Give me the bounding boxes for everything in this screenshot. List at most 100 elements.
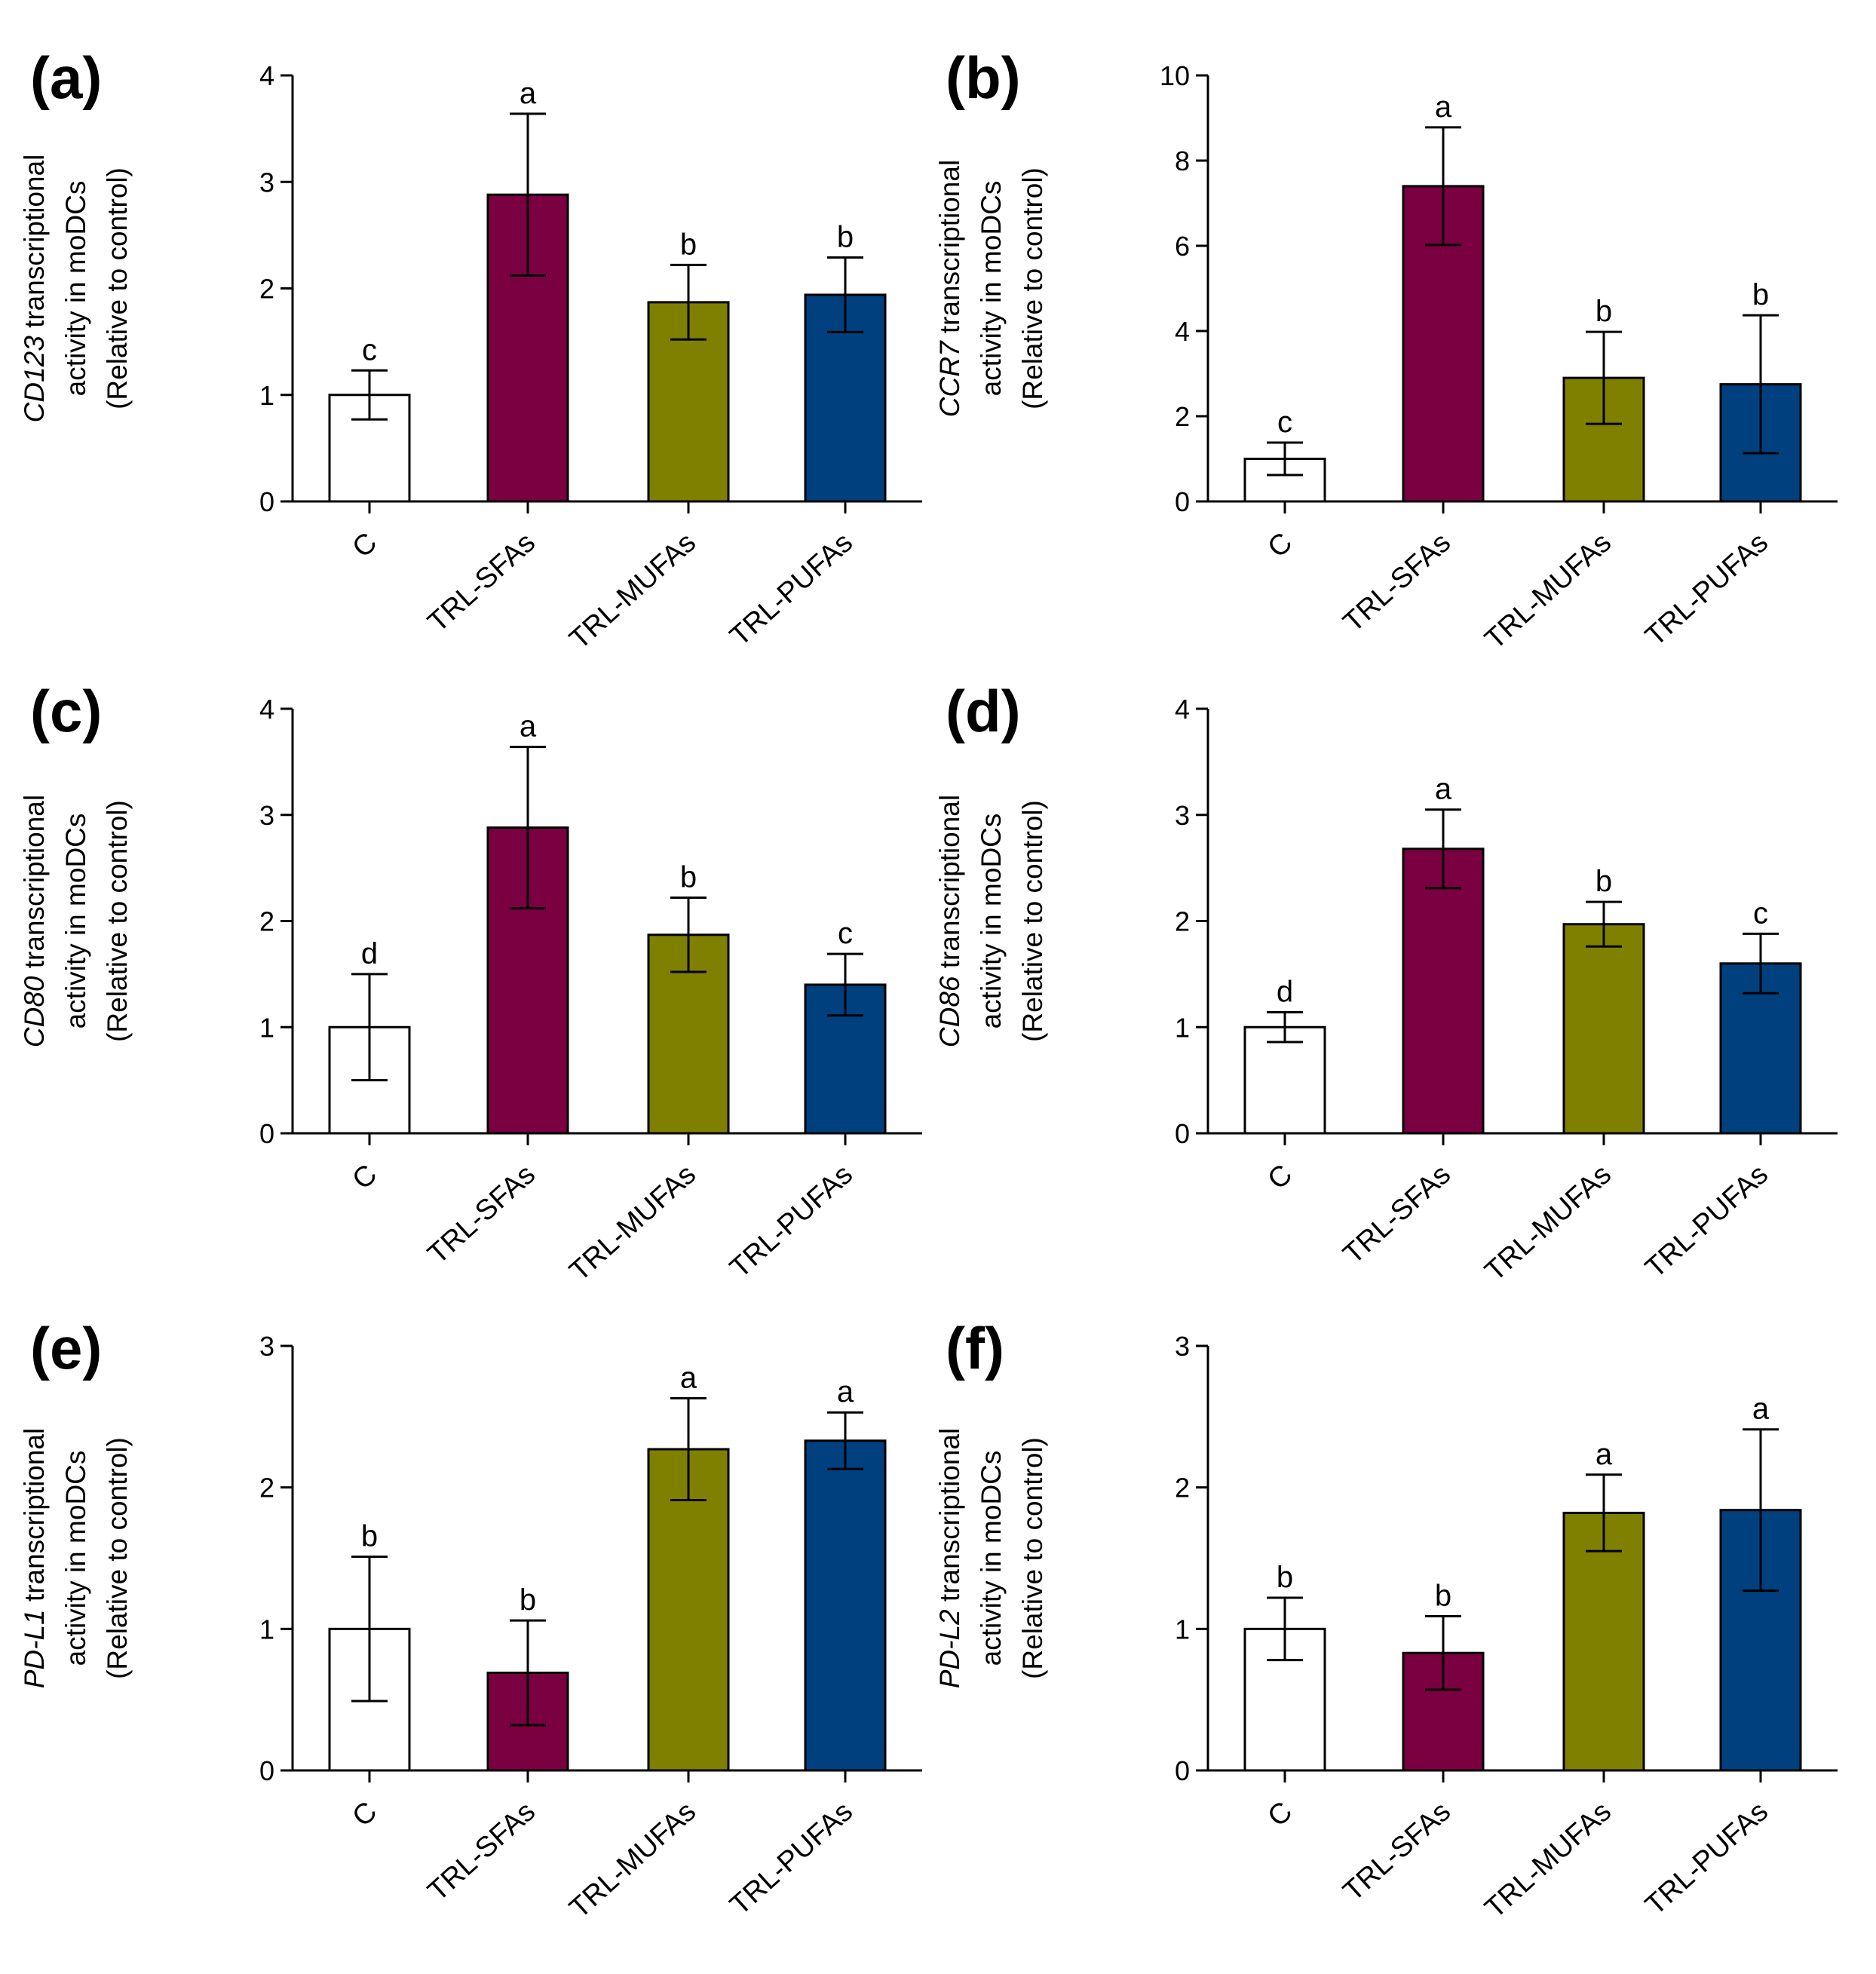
y-tick-label: 3 — [1175, 1331, 1190, 1362]
y-axis-label-text: transcriptional — [934, 160, 965, 342]
y-axis-label-text: transcriptional — [934, 1428, 965, 1610]
y-tick-label: 10 — [1160, 60, 1190, 91]
y-axis-label-line1: PD-L2 transcriptional — [934, 1428, 965, 1689]
bar-trl-pufas — [804, 293, 887, 503]
significance-letter: a — [1435, 90, 1452, 124]
panel-c: (c) CD80 transcriptional activity in moDCs… — [19, 678, 922, 1288]
significance-letter: b — [1596, 295, 1612, 328]
significance-letter: d — [1277, 976, 1293, 1009]
significance-letter: a — [520, 710, 537, 743]
significance-letter: d — [361, 937, 378, 970]
significance-letter: a — [1596, 1438, 1613, 1471]
significance-letter: a — [1752, 1393, 1770, 1426]
y-axis-label-line3: (Relative to control) — [1017, 167, 1048, 409]
y-axis-label-line3: (Relative to control) — [102, 167, 133, 409]
significance-letter: a — [680, 1361, 697, 1394]
y-tick-label: 3 — [259, 800, 274, 831]
significance-letter: a — [520, 77, 537, 110]
category-label: TRL-MUFAs — [564, 1158, 702, 1287]
panel-label: (e) — [30, 1315, 102, 1381]
significance-letter: b — [680, 228, 697, 261]
gene-name: PD-L1 — [19, 1609, 50, 1688]
panel-b: (b) CCR7 transcriptional activity in moDCs… — [934, 44, 1838, 656]
panel-e: (e) PD-L1 transcriptional activity in moDC… — [19, 1315, 922, 1925]
bar-trl-mufas — [1562, 1511, 1645, 1772]
category-label: TRL-MUFAs — [564, 526, 702, 655]
y-tick-label: 0 — [1175, 486, 1190, 517]
panel-a: (a) CD123 transcriptional activity in moDC… — [19, 44, 922, 656]
significance-letter: b — [520, 1583, 536, 1617]
y-tick-label: 0 — [259, 1755, 274, 1786]
y-tick-label: 2 — [1175, 1473, 1190, 1503]
y-axis-label-line2: activity in moDCs — [976, 181, 1007, 397]
y-tick-label: 1 — [259, 1614, 274, 1644]
y-axis-label-text: transcriptional — [19, 155, 50, 336]
bar-trl-pufas — [1719, 962, 1802, 1135]
y-axis-label-text: transcriptional — [19, 1428, 50, 1610]
category-label: C — [347, 1795, 384, 1833]
category-label: TRL-SFAs — [1338, 1158, 1457, 1270]
y-tick-label: 1 — [259, 380, 274, 411]
significance-letter: b — [1435, 1579, 1451, 1612]
bar-trl-mufas — [1562, 923, 1645, 1135]
category-label: TRL-SFAs — [1338, 526, 1457, 638]
y-tick-label: 3 — [259, 1331, 274, 1362]
y-tick-label: 4 — [259, 694, 274, 725]
y-axis-label-line1: CD123 transcriptional — [19, 155, 50, 423]
y-axis-label-text: transcriptional — [19, 795, 50, 976]
gene-name: CD86 — [934, 976, 965, 1047]
panel-label: (a) — [30, 44, 102, 111]
bar-trl-mufas — [647, 1448, 730, 1772]
y-tick-label: 0 — [259, 486, 274, 517]
significance-letter: b — [680, 861, 697, 894]
significance-letter: a — [837, 1375, 854, 1408]
y-tick-label: 2 — [1175, 401, 1190, 432]
bar-trl-sfas — [1402, 848, 1485, 1135]
significance-letter: b — [361, 1520, 378, 1553]
panel-label: (b) — [946, 44, 1021, 111]
y-tick-label: 1 — [259, 1012, 274, 1043]
category-label: C — [1262, 1158, 1299, 1196]
y-axis-label-line2: activity in moDCs — [60, 1451, 91, 1666]
category-label: TRL-MUFAs — [1479, 526, 1617, 655]
y-axis-label-line2: activity in moDCs — [60, 814, 91, 1029]
y-axis-label-line1: CCR7 transcriptional — [934, 160, 965, 417]
category-label: TRL-PUFAs — [724, 1795, 859, 1921]
panel-f: (f) PD-L2 transcriptional activity in moDC… — [934, 1315, 1838, 1925]
significance-letter: c — [838, 917, 853, 950]
y-tick-label: 2 — [1175, 906, 1190, 937]
category-label: TRL-PUFAs — [1639, 1795, 1774, 1921]
y-axis-label-line1: CD86 transcriptional — [934, 795, 965, 1047]
category-label: TRL-SFAs — [422, 1795, 541, 1907]
panel-label: (d) — [946, 678, 1021, 744]
significance-letter: a — [1435, 773, 1452, 806]
category-label: TRL-PUFAs — [1639, 1158, 1774, 1284]
panel-label: (c) — [30, 678, 102, 744]
y-tick-label: 8 — [1175, 146, 1190, 176]
y-axis-label-line3: (Relative to control) — [1017, 1437, 1048, 1679]
category-label: TRL-PUFAs — [724, 526, 859, 652]
y-tick-label: 4 — [259, 60, 274, 91]
y-tick-label: 2 — [259, 274, 274, 305]
y-axis-label-line1: PD-L1 transcriptional — [19, 1428, 50, 1689]
y-tick-label: 4 — [1175, 694, 1190, 725]
category-label: TRL-MUFAs — [1479, 1795, 1617, 1924]
category-label: C — [347, 1158, 384, 1196]
y-tick-label: 0 — [1175, 1755, 1190, 1786]
y-axis-label-text: transcriptional — [934, 795, 965, 976]
y-axis-label-line3: (Relative to control) — [102, 1437, 133, 1679]
y-tick-label: 6 — [1175, 231, 1190, 262]
y-tick-label: 4 — [1175, 316, 1190, 347]
category-label: TRL-MUFAs — [564, 1795, 702, 1924]
y-tick-label: 0 — [259, 1118, 274, 1149]
y-axis-label-line2: activity in moDCs — [976, 1451, 1007, 1666]
y-tick-label: 0 — [1175, 1118, 1190, 1149]
y-tick-label: 1 — [1175, 1012, 1190, 1043]
category-label: TRL-PUFAs — [724, 1158, 859, 1284]
significance-letter: b — [1596, 865, 1612, 898]
y-axis-label-line2: activity in moDCs — [976, 814, 1007, 1029]
panel-d: (d) CD86 transcriptional activity in moDCs… — [934, 678, 1838, 1288]
y-tick-label: 2 — [259, 1473, 274, 1503]
significance-letter: b — [1277, 1561, 1293, 1594]
